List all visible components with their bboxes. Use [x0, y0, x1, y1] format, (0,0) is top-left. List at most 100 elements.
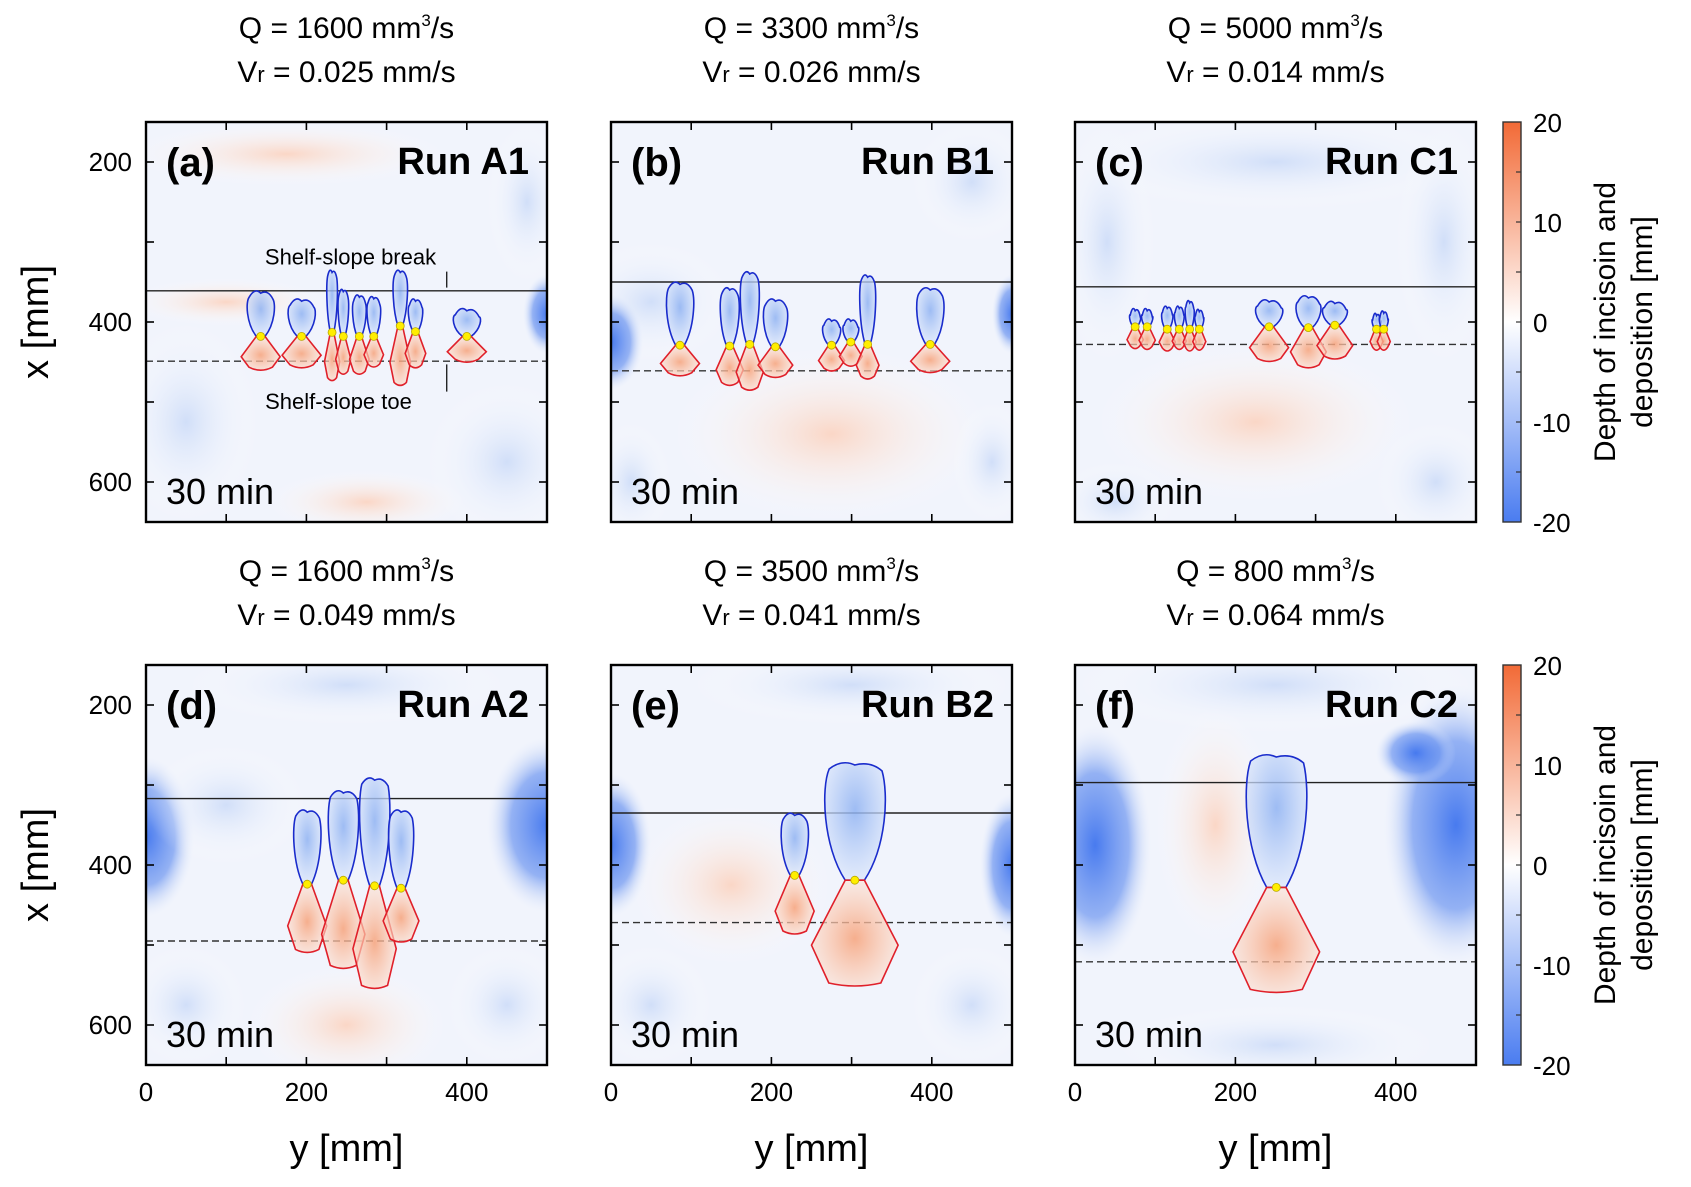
- q-unit-tail: /s: [896, 12, 919, 45]
- canyon-mouth-point: [1194, 324, 1204, 334]
- y-tick-label: 200: [89, 690, 132, 720]
- deposition-fan-outline: [1232, 886, 1321, 994]
- canyon-incision-outline: [858, 274, 877, 346]
- canyon-mouth-point: [1162, 324, 1172, 334]
- panel-title-q: Q = 800 mm3/s: [1176, 554, 1375, 588]
- panel-label: (f): [1095, 684, 1135, 728]
- canyon-mouth-point: [369, 331, 379, 341]
- time-label: 30 min: [631, 471, 739, 512]
- canyon-mouth-point: [1130, 322, 1140, 332]
- canyon-mouth-point: [370, 881, 379, 891]
- heatmap-patch: [186, 665, 507, 725]
- colorbar-label-line2: deposition [mm]: [1626, 216, 1659, 428]
- canyon-incision-outline: [292, 809, 322, 885]
- q-unit-tail: /s: [431, 555, 454, 588]
- canyon-mouth-point: [411, 327, 420, 337]
- deposition-fan-outline: [1376, 328, 1392, 351]
- vr-value: = 0.049 mm/s: [265, 599, 456, 632]
- colorbar-label-line2: deposition [mm]: [1626, 759, 1659, 971]
- deposition-fan-outline: [352, 885, 398, 990]
- canyon-incision-outline: [665, 281, 695, 346]
- canyon-mouth-point: [1185, 324, 1195, 334]
- heatmap-patch: [522, 274, 547, 354]
- canyon-incision-outline: [821, 318, 842, 346]
- x-tick-label: 400: [445, 1077, 488, 1107]
- heatmap-patch: [446, 945, 547, 1065]
- plot-area: [611, 665, 1012, 1065]
- q-unit-tail: /s: [1360, 12, 1383, 45]
- heatmap-patch: [1075, 122, 1476, 210]
- vr-symbol: V: [237, 599, 257, 632]
- deposition-fan-outline: [1316, 324, 1354, 360]
- colorbar-tick-label: 20: [1533, 651, 1562, 681]
- y-axis-label: x [mm]: [15, 265, 57, 379]
- panels-layer: Q = 1600 mm3/sVr = 0.025 mm/s200400600x …: [15, 11, 1478, 1170]
- canyon-incision-outline: [337, 288, 350, 338]
- annotation-shelf-slope-break: Shelf-slope break: [265, 244, 437, 269]
- plot-area: [146, 122, 547, 522]
- colorbar-tick-label: 20: [1533, 108, 1562, 138]
- canyon-incision-outline: [1184, 299, 1196, 330]
- panel-title-q: Q = 1600 mm3/s: [239, 554, 454, 588]
- vr-subscript: r: [722, 605, 729, 630]
- colorbar-tick-label: -20: [1533, 1051, 1571, 1081]
- plot-area: [146, 665, 547, 1065]
- q-unit-superscript: 3: [886, 11, 895, 30]
- canyon-mouth-point: [925, 339, 935, 349]
- canyon-mouth-point: [396, 883, 406, 893]
- vr-symbol: V: [237, 56, 257, 89]
- heatmap-patch: [1395, 122, 1476, 362]
- colorbar-tick-label: 0: [1533, 851, 1547, 881]
- deposition-fan-outline: [1138, 326, 1157, 351]
- q-unit-tail: /s: [431, 12, 454, 45]
- heatmap-patch: [951, 402, 1012, 522]
- heatmap-patch: [1155, 705, 1276, 945]
- canyon-incision-outline: [739, 270, 761, 346]
- heatmap-patch: [146, 322, 259, 522]
- q-unit-tail: /s: [896, 555, 919, 588]
- panel-title-q: Q = 1600 mm3/s: [239, 11, 454, 45]
- canyon-incision-outline: [351, 294, 367, 338]
- canyon-incision-outline: [452, 307, 482, 338]
- canyon-incision-outline: [407, 298, 424, 333]
- q-unit-superscript: 3: [1350, 11, 1359, 30]
- vr-symbol: V: [1166, 56, 1186, 89]
- canyon-incision-outline: [287, 298, 317, 338]
- panel-title-q: Q = 3500 mm3/s: [704, 554, 919, 588]
- deposition-fan-outline: [735, 343, 765, 391]
- canyon-incision-outline: [823, 761, 887, 881]
- q-unit-superscript: 3: [886, 554, 895, 573]
- plot-area: [611, 122, 1012, 522]
- vr-value: = 0.064 mm/s: [1194, 599, 1385, 632]
- canyon-incision-outline: [1378, 310, 1390, 330]
- panel-title-vr: Vr = 0.041 mm/s: [702, 599, 920, 632]
- canyon-mouth-point: [725, 341, 735, 351]
- x-axis-label: y [mm]: [290, 1128, 404, 1170]
- panel-b: Q = 3300 mm3/s Vr = 0.026 mm/s (b) Run B1 30…: [609, 11, 1014, 524]
- canyon-incision-outline: [1295, 294, 1322, 329]
- deposition-fan-outline: [855, 343, 880, 380]
- run-label: Run C2: [1325, 684, 1458, 726]
- time-label: 30 min: [166, 1014, 274, 1055]
- vr-symbol: V: [1166, 599, 1186, 632]
- colorbar-tick-label: -10: [1533, 408, 1571, 438]
- panel-d: Q = 1600 mm3/s Vr = 0.049 mm/s 200 400 600 x …: [15, 554, 549, 1170]
- deposition-fan-outline: [348, 335, 370, 375]
- canyon-mouth-point: [745, 339, 755, 349]
- canyon-incision-outline: [1160, 305, 1174, 330]
- q-value: Q = 1600 mm: [239, 555, 422, 588]
- vr-value: = 0.041 mm/s: [730, 599, 921, 632]
- deposition-fan-outline: [774, 874, 816, 935]
- vr-value: = 0.014 mm/s: [1194, 56, 1385, 89]
- deposition-fan-outline: [382, 887, 420, 943]
- vr-symbol: V: [702, 56, 722, 89]
- canyon-mouth-point: [846, 337, 856, 347]
- vr-subscript: r: [257, 605, 264, 630]
- colorbar-1: 20 10 0 -10 -20 Depth of incisoin and depositi…: [1502, 108, 1659, 538]
- time-label: 30 min: [1095, 1014, 1203, 1055]
- deposition-fan-outline: [334, 335, 352, 375]
- time-label: 30 min: [631, 1014, 739, 1055]
- colorbar-tick-label: 0: [1533, 308, 1547, 338]
- vr-subscript: r: [257, 62, 264, 87]
- panel-title-q: Q = 5000 mm3/s: [1168, 11, 1383, 45]
